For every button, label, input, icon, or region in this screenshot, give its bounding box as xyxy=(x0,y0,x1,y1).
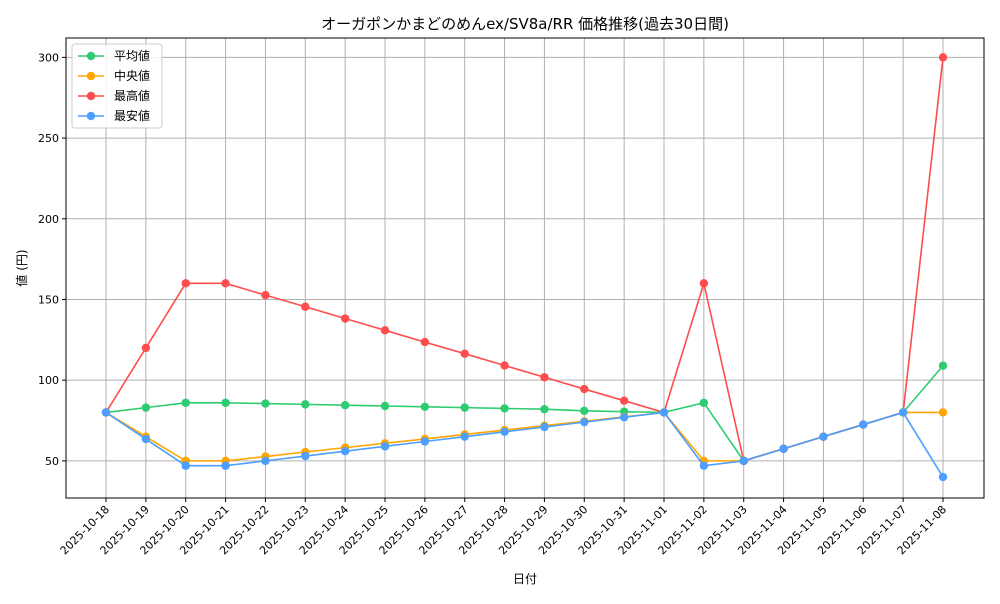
y-tick-label: 250 xyxy=(38,132,59,145)
legend-box xyxy=(71,43,163,129)
data-point xyxy=(340,446,350,456)
data-point xyxy=(938,53,948,62)
data-point xyxy=(739,456,748,466)
data-point xyxy=(819,432,828,441)
plot-frame xyxy=(65,37,985,499)
legend-label: 最高値 xyxy=(114,88,150,103)
data-point xyxy=(301,451,310,461)
data-point xyxy=(141,403,151,412)
y-tick-label: 50 xyxy=(45,455,59,468)
chart-title: オーガポンかまどのめんex/SV8a/RR 価格推移(過去30日間) xyxy=(321,15,729,33)
data-point xyxy=(500,427,509,437)
data-point xyxy=(380,326,390,335)
y-tick-label: 150 xyxy=(38,293,59,306)
data-point xyxy=(460,349,469,358)
data-point xyxy=(261,290,270,300)
data-point xyxy=(540,373,549,382)
data-point xyxy=(659,408,669,417)
data-point xyxy=(340,400,350,410)
data-point xyxy=(420,437,430,446)
data-point xyxy=(181,279,190,288)
data-point xyxy=(619,413,629,422)
data-point xyxy=(380,442,390,451)
data-point xyxy=(261,456,270,466)
data-point xyxy=(221,279,230,288)
data-point xyxy=(340,314,350,323)
series-line xyxy=(105,57,944,462)
data-point xyxy=(181,461,190,470)
data-point xyxy=(619,396,629,405)
data-point xyxy=(301,400,310,409)
y-tick-label: 300 xyxy=(38,51,59,64)
legend-marker xyxy=(86,71,96,81)
data-point xyxy=(500,361,509,370)
data-point xyxy=(221,461,230,470)
data-point xyxy=(540,405,549,414)
y-tick-label: 100 xyxy=(38,374,59,387)
data-point xyxy=(859,420,868,429)
data-point xyxy=(580,384,589,394)
data-point xyxy=(699,398,709,407)
data-point xyxy=(420,402,430,412)
data-point xyxy=(699,461,709,470)
y-tick-label: 200 xyxy=(38,213,59,226)
data-point xyxy=(898,408,908,417)
legend-marker xyxy=(86,91,96,101)
data-point xyxy=(500,404,509,413)
x-axis-label: 日付 xyxy=(513,572,537,586)
data-point xyxy=(261,399,270,408)
data-point xyxy=(580,417,589,427)
legend-label: 中央値 xyxy=(114,68,150,83)
data-point xyxy=(460,403,469,412)
legend-label: 平均値 xyxy=(114,48,150,63)
data-point xyxy=(938,408,948,417)
data-point xyxy=(221,398,230,407)
y-axis-label: 値 (円) xyxy=(14,249,29,286)
data-point xyxy=(380,401,390,411)
legend-marker xyxy=(86,111,96,121)
data-point xyxy=(181,398,190,407)
data-point xyxy=(938,472,948,482)
data-point xyxy=(540,422,549,432)
legend-marker xyxy=(86,51,96,61)
data-point xyxy=(938,361,948,370)
data-point xyxy=(580,406,589,416)
data-point xyxy=(141,343,151,353)
data-point xyxy=(460,432,469,441)
series-line xyxy=(105,411,943,462)
legend-label: 最安値 xyxy=(114,108,150,123)
data-point xyxy=(420,337,430,347)
series-line xyxy=(105,411,944,478)
data-point xyxy=(141,434,151,444)
data-point xyxy=(779,444,788,453)
data-point xyxy=(101,408,111,417)
data-point xyxy=(699,279,709,288)
data-point xyxy=(301,302,310,311)
